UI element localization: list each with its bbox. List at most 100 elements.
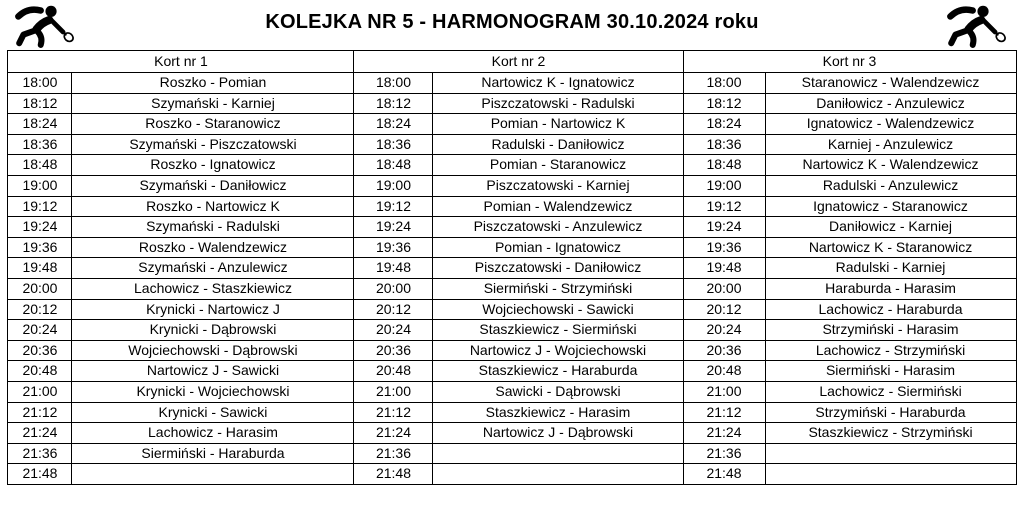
match-cell-court-3 <box>764 463 1017 485</box>
time-cell-court-1: 20:48 <box>7 360 73 382</box>
time-cell-court-1: 20:00 <box>7 277 73 300</box>
time-cell-court-3: 20:48 <box>682 360 766 382</box>
match-cell-court-3: Radulski - Karniej <box>764 257 1017 279</box>
schedule-row: 21:24 Lachowicz - Harasim 21:24 Nartowicz J… <box>7 422 1017 444</box>
match-cell-court-2 <box>432 442 684 465</box>
schedule-row: 19:00 Szymański - Daniłowicz 19:00 Piszczat… <box>7 174 1017 197</box>
match-cell-court-1: Roszko - Nartowicz K <box>71 195 355 218</box>
time-cell-court-3: 18:36 <box>682 133 766 156</box>
time-cell-court-2: 20:24 <box>353 319 434 341</box>
match-cell-court-3: Nartowicz K - Walendzewicz <box>764 154 1017 176</box>
match-cell-court-1: Krynicki - Sawicki <box>71 401 355 424</box>
match-cell-court-3: Radulski - Anzulewicz <box>764 174 1017 197</box>
match-cell-court-3: Staszkiewicz - Strzymiński <box>764 422 1017 444</box>
time-cell-court-2: 18:24 <box>353 113 434 135</box>
schedule-row: 21:12 Krynicki - Sawicki 21:12 Staszkiewicz… <box>7 401 1017 424</box>
match-cell-court-3: Daniłowicz - Karniej <box>764 216 1017 238</box>
match-cell-court-1: Wojciechowski - Dąbrowski <box>71 339 355 362</box>
time-cell-court-3: 18:12 <box>682 92 766 115</box>
time-cell-court-1: 19:48 <box>7 257 73 279</box>
match-cell-court-3: Ignatowicz - Walendzewicz <box>764 113 1017 135</box>
match-cell-court-1 <box>71 463 355 485</box>
time-cell-court-1: 19:36 <box>7 236 73 259</box>
time-cell-court-2: 19:48 <box>353 257 434 279</box>
match-cell-court-1: Szymański - Piszczatowski <box>71 133 355 156</box>
time-cell-court-2: 19:36 <box>353 236 434 259</box>
schedule-row: 19:36 Roszko - Walendzewicz 19:36 Pomian - … <box>7 236 1017 259</box>
schedule-row: 20:48 Nartowicz J - Sawicki 20:48 Staszkiew… <box>7 360 1017 382</box>
match-cell-court-3: Haraburda - Harasim <box>764 277 1017 300</box>
match-cell-court-1: Lachowicz - Staszkiewicz <box>71 277 355 300</box>
match-cell-court-3: Ignatowicz - Staranowicz <box>764 195 1017 218</box>
schedule-row: 21:36 Siermiński - Haraburda 21:36 21:36 <box>7 442 1017 465</box>
time-cell-court-1: 21:24 <box>7 422 73 444</box>
time-cell-court-3: 20:24 <box>682 319 766 341</box>
time-cell-court-1: 18:48 <box>7 154 73 176</box>
match-cell-court-1: Siermiński - Haraburda <box>71 442 355 465</box>
squash-player-icon-right <box>946 3 1008 49</box>
match-cell-court-3: Lachowicz - Haraburda <box>764 298 1017 321</box>
court-header-row: Kort nr 1 Kort nr 2 Kort nr 3 <box>7 50 1017 73</box>
match-cell-court-2: Sawicki - Dąbrowski <box>432 380 684 403</box>
time-cell-court-3: 19:36 <box>682 236 766 259</box>
match-cell-court-3: Strzymiński - Harasim <box>764 319 1017 341</box>
time-cell-court-3: 18:00 <box>682 72 766 94</box>
time-cell-court-3: 21:48 <box>682 463 766 485</box>
time-cell-court-3: 20:36 <box>682 339 766 362</box>
match-cell-court-2: Pomian - Ignatowicz <box>432 236 684 259</box>
time-cell-court-1: 20:24 <box>7 319 73 341</box>
schedule-row: 18:00 Roszko - Pomian 18:00 Nartowicz K - I… <box>7 72 1017 94</box>
time-cell-court-1: 18:00 <box>7 72 73 94</box>
court-header-3: Kort nr 3 <box>682 50 1017 73</box>
match-cell-court-2: Staszkiewicz - Haraburda <box>432 360 684 382</box>
match-cell-court-3: Nartowicz K - Staranowicz <box>764 236 1017 259</box>
match-cell-court-2: Piszczatowski - Daniłowicz <box>432 257 684 279</box>
match-cell-court-3: Lachowicz - Strzymiński <box>764 339 1017 362</box>
time-cell-court-2: 21:24 <box>353 422 434 444</box>
time-cell-court-3: 20:12 <box>682 298 766 321</box>
match-cell-court-2: Pomian - Walendzewicz <box>432 195 684 218</box>
match-cell-court-2: Pomian - Staranowicz <box>432 154 684 176</box>
match-cell-court-1: Szymański - Karniej <box>71 92 355 115</box>
match-cell-court-2: Pomian - Nartowicz K <box>432 113 684 135</box>
time-cell-court-1: 20:36 <box>7 339 73 362</box>
match-cell-court-1: Roszko - Staranowicz <box>71 113 355 135</box>
time-cell-court-2: 20:36 <box>353 339 434 362</box>
time-cell-court-2: 21:12 <box>353 401 434 424</box>
match-cell-court-1: Roszko - Walendzewicz <box>71 236 355 259</box>
schedule-row: 18:48 Roszko - Ignatowicz 18:48 Pomian - St… <box>7 154 1017 176</box>
time-cell-court-3: 19:00 <box>682 174 766 197</box>
time-cell-court-2: 19:24 <box>353 216 434 238</box>
time-cell-court-2: 20:12 <box>353 298 434 321</box>
time-cell-court-2: 18:36 <box>353 133 434 156</box>
match-cell-court-2: Radulski - Daniłowicz <box>432 133 684 156</box>
match-cell-court-2: Staszkiewicz - Siermiński <box>432 319 684 341</box>
time-cell-court-3: 18:48 <box>682 154 766 176</box>
time-cell-court-1: 21:36 <box>7 442 73 465</box>
match-cell-court-1: Szymański - Daniłowicz <box>71 174 355 197</box>
match-cell-court-1: Szymański - Anzulewicz <box>71 257 355 279</box>
time-cell-court-3: 21:24 <box>682 422 766 444</box>
match-cell-court-2: Piszczatowski - Karniej <box>432 174 684 197</box>
match-cell-court-2: Nartowicz J - Dąbrowski <box>432 422 684 444</box>
court-header-2: Kort nr 2 <box>353 50 684 73</box>
time-cell-court-3: 19:48 <box>682 257 766 279</box>
time-cell-court-2: 21:00 <box>353 380 434 403</box>
time-cell-court-1: 21:00 <box>7 380 73 403</box>
match-cell-court-2: Nartowicz J - Wojciechowski <box>432 339 684 362</box>
time-cell-court-2: 20:00 <box>353 277 434 300</box>
time-cell-court-2: 19:12 <box>353 195 434 218</box>
header: KOLEJKA NR 5 - HARMONOGRAM 30.10.2024 ro… <box>0 0 1024 50</box>
time-cell-court-3: 21:12 <box>682 401 766 424</box>
time-cell-court-2: 18:48 <box>353 154 434 176</box>
schedule-row: 21:48 21:48 21:48 <box>7 463 1017 485</box>
time-cell-court-3: 21:36 <box>682 442 766 465</box>
time-cell-court-3: 19:12 <box>682 195 766 218</box>
match-cell-court-3: Siermiński - Harasim <box>764 360 1017 382</box>
match-cell-court-1: Roszko - Ignatowicz <box>71 154 355 176</box>
schedule-row: 20:00 Lachowicz - Staszkiewicz 20:00 Siermi… <box>7 277 1017 300</box>
schedule-table: Kort nr 1 Kort nr 2 Kort nr 3 18:00 Roszko … <box>7 50 1017 485</box>
time-cell-court-1: 19:00 <box>7 174 73 197</box>
time-cell-court-2: 21:48 <box>353 463 434 485</box>
